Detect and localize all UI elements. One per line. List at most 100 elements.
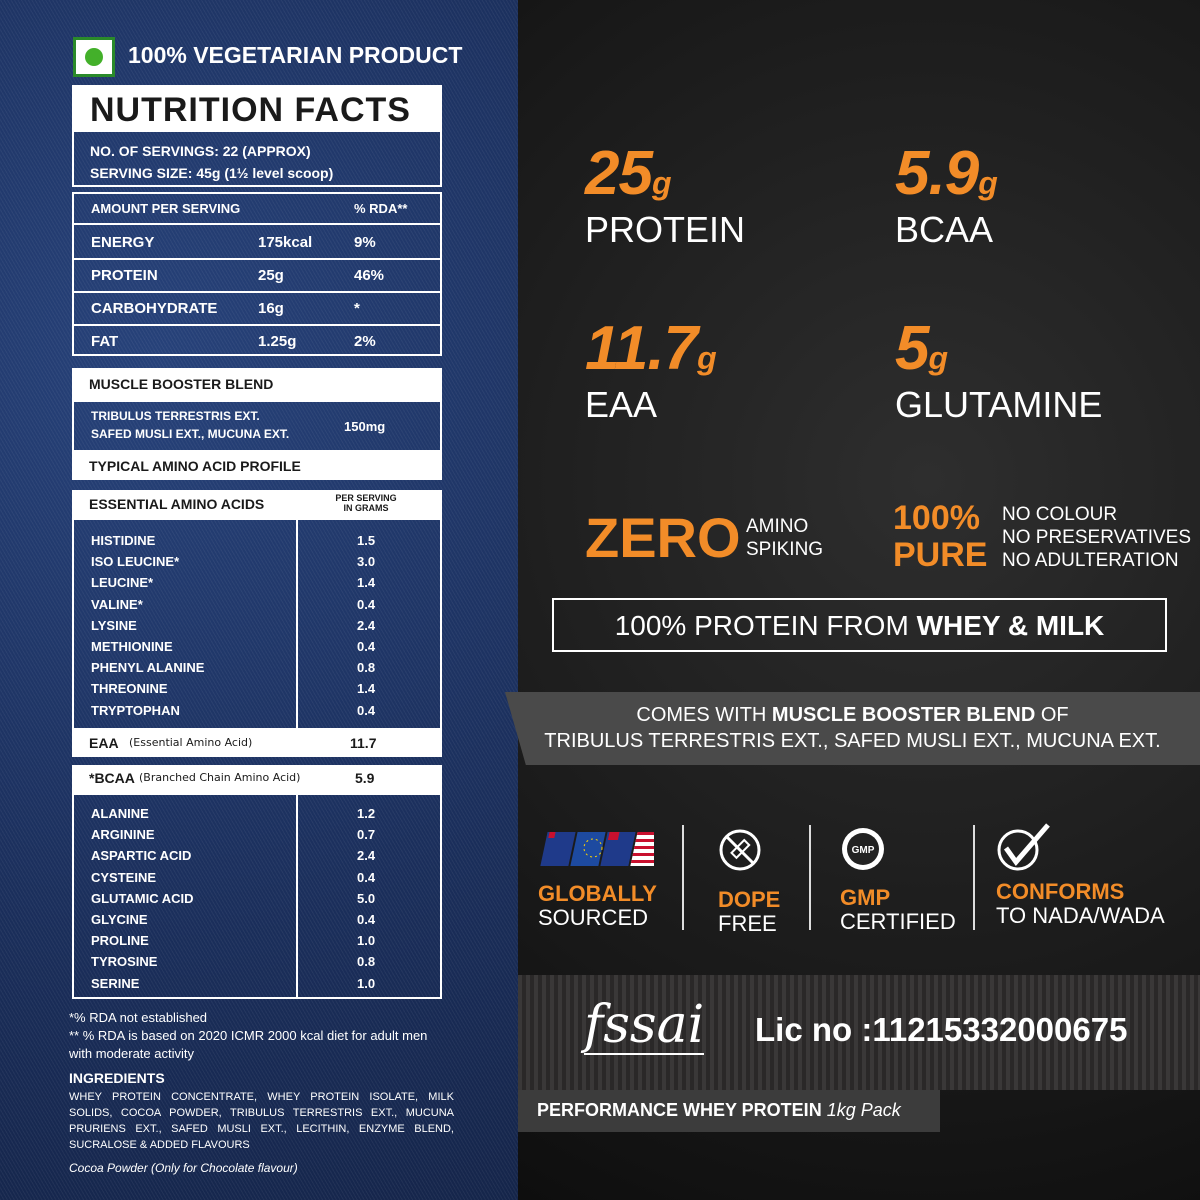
nutrition-row: PROTEIN 25g 46% (74, 260, 440, 293)
amino-acid-name: TRYPTOPHAN (91, 702, 180, 718)
amino-acid-value: 1.5 (357, 533, 376, 548)
amino-acid-name: CYSTEINE (91, 869, 157, 885)
serving-size: SERVING SIZE: 45g (1½ level scoop) (90, 165, 334, 181)
gmp-seal-icon: GMP (842, 828, 884, 870)
amino-acid-row: LYSINE 2.4 (91, 615, 431, 636)
amino-acid-row: ALANINE 1.2 (91, 803, 431, 824)
footnote-1: *% RDA not established (69, 1010, 208, 1025)
amino-acid-value: 0.4 (357, 702, 376, 718)
amino-acid-value: 0.4 (357, 912, 376, 928)
check-circle-icon (997, 823, 1050, 871)
amino-acid-name: PHENYL ALANINE (91, 660, 205, 676)
pure-line-2: PURE (893, 536, 988, 574)
rda-header: % RDA** (354, 201, 408, 216)
ingredients-text: WHEY PROTEIN CONCENTRATE, WHEY PROTEIN I… (69, 1091, 454, 1151)
blend-line-1: TRIBULUS TERRESTRIS EXT. (91, 409, 260, 423)
stat-label: EAA (585, 384, 658, 425)
column-divider (296, 520, 298, 728)
blend-box: TRIBULUS TERRESTRIS EXT. SAFED MUSLI EXT… (72, 400, 442, 452)
amino-acid-name: SERINE (91, 975, 140, 991)
amino-acid-value: 1.4 (357, 575, 376, 591)
stat-glutamine: 5g GLUTAMINE (895, 313, 1102, 426)
amino-acid-value: 5.0 (357, 890, 376, 906)
eaa-desc: (Essential Amino Acid) (129, 736, 253, 749)
nutrient-name: CARBOHYDRATE (91, 300, 218, 317)
zero-line-1: AMINO (746, 516, 809, 537)
product-name-bar: PERFORMANCE WHEY PROTEIN 1kg Pack (518, 1090, 940, 1132)
stat-label: PROTEIN (585, 209, 746, 250)
nutrient-name: ENERGY (91, 234, 155, 251)
bcaa-label: *BCAA (89, 770, 135, 786)
badge-bottom: CERTIFIED (840, 909, 956, 934)
nutrition-row: CARBOHYDRATE 16g * (74, 293, 440, 326)
bcaa-desc: (Branched Chain Amino Acid) (139, 771, 301, 784)
stat-value: 25 (585, 139, 653, 208)
banner-line-2: TRIBULUS TERRESTRIS EXT., SAFED MUSLI EX… (544, 730, 1161, 752)
whey-box-text: 100% PROTEIN FROM (614, 610, 917, 641)
nutrient-amount: 175kcal (258, 234, 313, 251)
divider (973, 825, 975, 930)
per-serving-header: PER SERVING IN GRAMS (328, 493, 404, 513)
amino-acid-row: TYROSINE 0.8 (91, 951, 431, 972)
amino-acid-name: LYSINE (91, 617, 137, 633)
product-size: 1kg Pack (826, 1100, 901, 1120)
nutrient-name: PROTEIN (91, 267, 158, 284)
amino-acid-name: GLUTAMIC ACID (91, 890, 194, 906)
divider (809, 825, 811, 930)
nutrient-name: FAT (91, 333, 119, 350)
amino-acid-value: 0.4 (357, 869, 376, 885)
stat-bcaa: 5.9g BCAA (895, 138, 998, 251)
nutrition-panel: 100% VEGETARIAN PRODUCT NUTRITION FACTS … (0, 0, 518, 1200)
nutrient-amount: 16g (258, 300, 284, 317)
nutrient-amount: 1.25g (258, 333, 297, 350)
serving-info: NO. OF SERVINGS: 22 (APPROX) SERVING SIZ… (72, 130, 442, 187)
amino-acid-value: 1.0 (357, 933, 376, 949)
badge-gmp-certified: GMP GMP CERTIFIED (840, 826, 956, 934)
amino-acid-value: 0.4 (357, 639, 376, 655)
fssai-logo: fssai (584, 995, 705, 1055)
footnotes: *% RDA not established ** % RDA is based… (69, 1009, 454, 1177)
badge-bottom: FREE (718, 911, 777, 936)
blend-line-2: SAFED MUSLI EXT., MUCUNA EXT. (91, 427, 290, 441)
amino-acid-value: 1.4 (357, 681, 376, 697)
amino-acid-row: GLUTAMIC ACID 5.0 (91, 888, 431, 909)
amino-acid-value: 1.2 (357, 806, 376, 821)
servings-count: NO. OF SERVINGS: 22 (APPROX) (90, 143, 311, 159)
whey-milk-box: 100% PROTEIN FROM WHEY & MILK (552, 598, 1167, 652)
amino-acid-row: HISTIDINE 1.5 (91, 530, 431, 551)
amino-acid-value: 0.8 (357, 954, 376, 970)
in-grams-text: IN GRAMS (343, 503, 389, 513)
badge-top: DOPE (718, 887, 781, 912)
amino-acid-name: GLYCINE (91, 912, 148, 928)
essential-header: ESSENTIAL AMINO ACIDS PER SERVING IN GRAM… (72, 490, 442, 518)
nutrition-table: AMOUNT PER SERVING % RDA** ENERGY 175kcal… (72, 192, 442, 356)
amino-acid-value: 3.0 (357, 554, 376, 570)
purity-item: NO PRESERVATIVES (1002, 527, 1191, 548)
amino-acid-name: VALINE* (91, 596, 143, 612)
badge-top: GLOBALLY (538, 881, 657, 906)
badge-top: GMP (840, 885, 891, 910)
badge-nada-wada: CONFORMS TO NADA/WADA (996, 822, 1165, 928)
gmp-seal-text: GMP (852, 845, 875, 856)
badge-bottom: TO NADA/WADA (996, 903, 1165, 928)
amino-acid-name: THREONINE (91, 681, 168, 697)
vegetarian-icon (73, 37, 115, 77)
banner-post: OF (1035, 704, 1069, 726)
banner-bold: MUSCLE BOOSTER BLEND (771, 704, 1036, 726)
amino-acid-row: LEUCINE* 1.4 (91, 572, 431, 593)
stat-protein: 25g PROTEIN (585, 138, 745, 251)
amino-acid-row: SERINE 1.0 (91, 973, 431, 994)
license-number: Lic no :11215332000675 (755, 1011, 1128, 1048)
flags-icon (540, 832, 662, 866)
vegetarian-label: 100% VEGETARIAN PRODUCT (128, 42, 463, 68)
nutrient-rda: 9% (354, 234, 376, 251)
amino-acid-value: 0.8 (357, 660, 376, 676)
per-serving-text: PER SERVING (335, 493, 397, 503)
amino-acid-name: METHIONINE (91, 639, 173, 655)
amino-acid-value: 2.4 (357, 848, 376, 864)
amino-acid-row: ARGININE 0.7 (91, 824, 431, 845)
amino-acid-name: ALANINE (91, 806, 149, 821)
essential-amino-table: HISTIDINE 1.5 ISO LEUCINE* 3.0 LEUCINE* 1.4 VA… (72, 518, 442, 730)
nutrition-title: NUTRITION FACTS (72, 85, 442, 130)
amino-acid-row: PHENYL ALANINE 0.8 (91, 657, 431, 678)
